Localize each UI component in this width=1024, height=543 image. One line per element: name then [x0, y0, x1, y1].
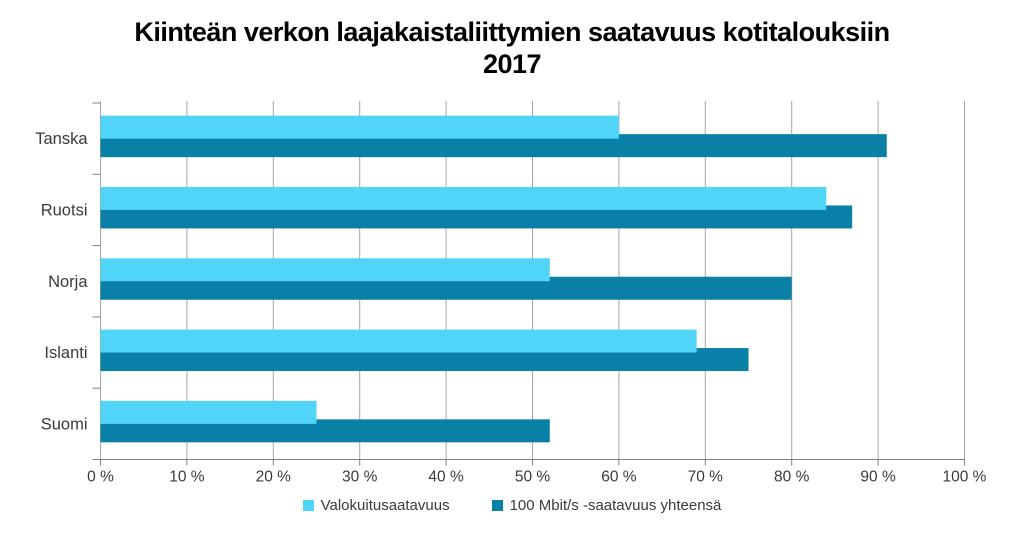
chart-legend: Valokuitusaatavuus 100 Mbit/s -saatavuus … — [0, 497, 1024, 514]
category-label: Islanti — [44, 344, 87, 362]
x-axis-tick-label: 80 % — [774, 469, 810, 486]
legend-swatch-icon — [302, 500, 314, 511]
bar-norja-series1 — [100, 258, 550, 282]
bar-islanti-series1 — [100, 329, 697, 353]
legend-item-1: Valokuitusaatavuus — [302, 497, 450, 514]
x-axis-tick-label: 10 % — [169, 469, 205, 486]
legend-label: Valokuitusaatavuus — [320, 497, 450, 514]
x-axis-tick-label: 20 % — [256, 469, 292, 486]
bar-tanska-series2 — [100, 134, 887, 158]
legend-item-2: 100 Mbit/s -saatavuus yhteensä — [491, 497, 722, 514]
legend-swatch-icon — [491, 500, 503, 511]
x-axis-tick-label: 90 % — [860, 469, 896, 486]
bar-islanti-series2 — [100, 348, 749, 372]
bar-ruotsi-series2 — [100, 205, 853, 229]
category-label: Ruotsi — [41, 201, 88, 219]
bar-ruotsi-series1 — [100, 186, 827, 210]
bar-norja-series2 — [100, 276, 792, 300]
x-axis-tick-label: 30 % — [342, 469, 378, 486]
x-axis-tick-label: 40 % — [428, 469, 464, 486]
x-axis-tick-label: 70 % — [688, 469, 724, 486]
bar-suomi-series2 — [100, 419, 550, 443]
category-label: Norja — [48, 273, 88, 291]
x-axis-tick-label: 50 % — [515, 469, 551, 486]
category-label: Tanska — [35, 130, 88, 148]
chart-title: Kiinteän verkon laajakaistaliittymien sa… — [134, 17, 890, 79]
x-axis-tick-label: 0 % — [87, 469, 114, 486]
x-axis-tick-label: 100 % — [943, 469, 987, 486]
category-label: Suomi — [41, 415, 88, 433]
bar-tanska-series1 — [100, 115, 619, 139]
bar-suomi-series1 — [100, 400, 317, 424]
x-axis-tick-label: 60 % — [601, 469, 637, 486]
legend-label: 100 Mbit/s -saatavuus yhteensä — [509, 497, 722, 514]
